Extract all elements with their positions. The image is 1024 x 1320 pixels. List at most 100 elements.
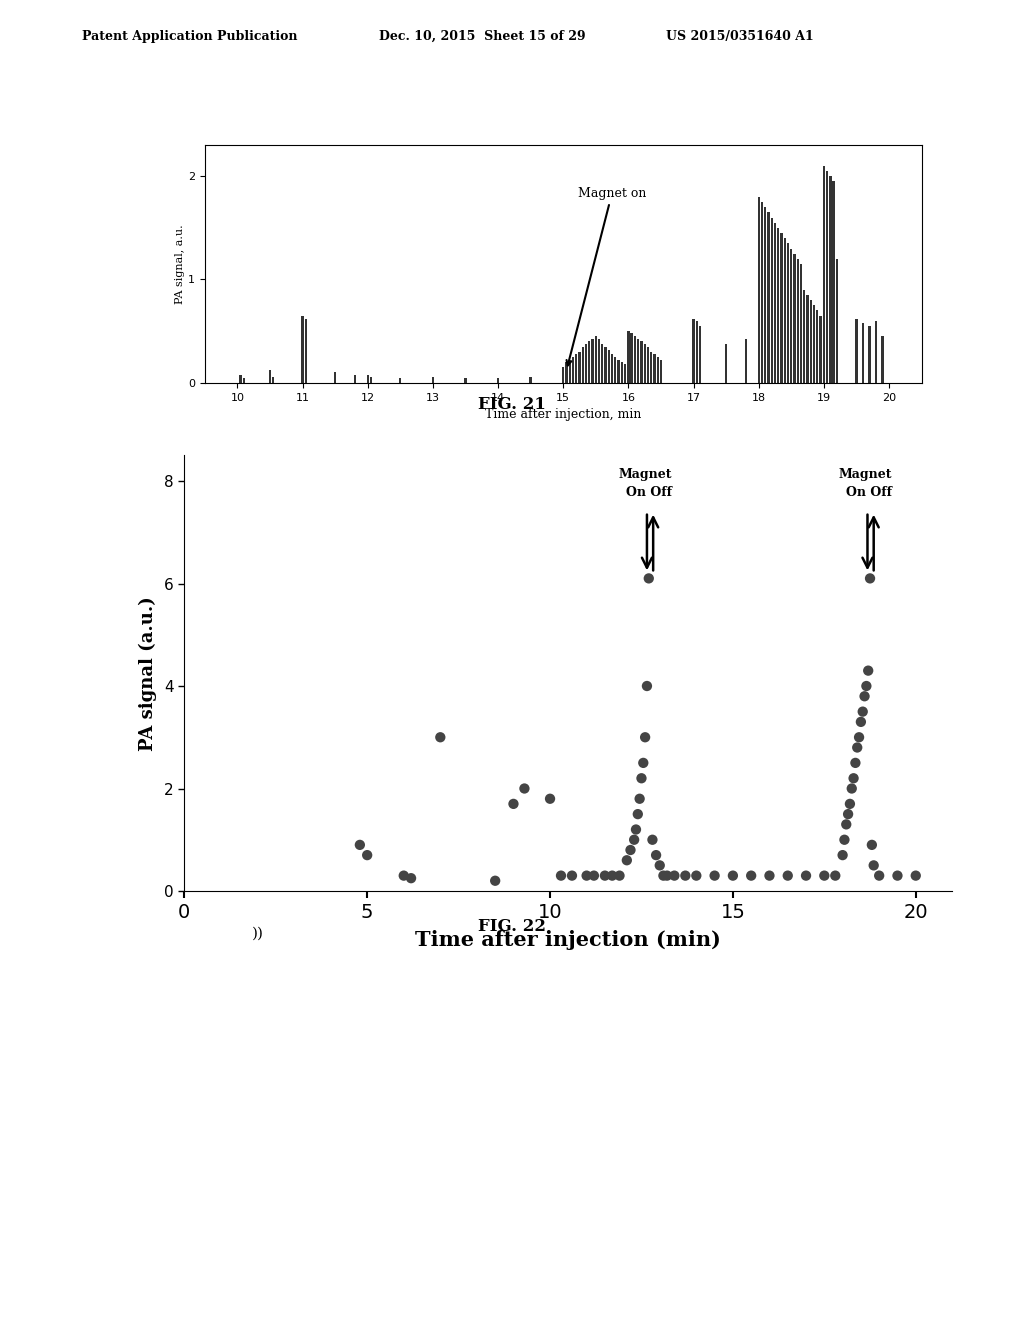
Bar (575, 354, 578, 383)
Bar (833, 181, 835, 383)
Bar (571, 356, 574, 383)
Bar (791, 248, 793, 383)
Bar (592, 339, 594, 383)
Point (623, 840, 639, 861)
Bar (607, 350, 610, 383)
Bar (565, 362, 567, 383)
Bar (868, 326, 870, 383)
Bar (783, 238, 785, 383)
Bar (836, 259, 838, 383)
Bar (243, 378, 245, 383)
Point (858, 676, 874, 697)
Point (865, 855, 882, 876)
Bar (826, 172, 828, 383)
Point (635, 752, 651, 774)
Bar (611, 354, 613, 383)
Point (853, 711, 869, 733)
Point (516, 777, 532, 799)
Point (854, 701, 870, 722)
Bar (855, 318, 857, 383)
Point (626, 829, 642, 850)
Point (707, 865, 723, 886)
Point (632, 788, 648, 809)
Bar (624, 364, 627, 383)
Point (743, 865, 760, 886)
Bar (659, 360, 663, 383)
Point (630, 804, 646, 825)
Point (838, 814, 854, 836)
Point (611, 865, 628, 886)
Bar (813, 305, 815, 383)
Point (597, 865, 613, 886)
Bar (822, 166, 825, 383)
Bar (562, 367, 564, 383)
Point (849, 737, 865, 758)
Point (639, 676, 655, 697)
Point (856, 685, 872, 706)
Bar (780, 234, 782, 383)
Bar (643, 343, 646, 383)
Point (641, 568, 657, 589)
Bar (794, 253, 796, 383)
Bar (771, 218, 773, 383)
Point (907, 865, 924, 886)
Bar (588, 342, 591, 383)
Bar (761, 202, 763, 383)
Point (655, 865, 672, 886)
Text: FIG. 22: FIG. 22 (478, 917, 546, 935)
Bar (464, 378, 467, 383)
Bar (568, 360, 570, 383)
Point (579, 865, 595, 886)
Point (779, 865, 796, 886)
Point (564, 865, 581, 886)
Bar (786, 243, 790, 383)
Point (846, 768, 862, 789)
Bar (631, 333, 633, 383)
Point (651, 855, 668, 876)
Point (844, 777, 860, 799)
Bar (692, 318, 694, 383)
Bar (800, 264, 802, 383)
Bar (601, 343, 603, 383)
Point (586, 865, 602, 886)
Point (628, 818, 644, 840)
Point (402, 867, 419, 888)
Text: Patent Application Publication: Patent Application Publication (82, 29, 297, 42)
Point (351, 834, 368, 855)
Bar (862, 323, 864, 383)
Point (553, 865, 569, 886)
Bar (777, 228, 779, 383)
Point (847, 752, 863, 774)
Bar (819, 315, 821, 383)
Bar (874, 321, 878, 383)
Bar (334, 372, 336, 383)
Bar (640, 342, 642, 383)
Bar (656, 356, 658, 383)
Point (871, 865, 888, 886)
Bar (882, 337, 884, 383)
Text: US 2015/0351640 A1: US 2015/0351640 A1 (666, 29, 813, 42)
Bar (432, 376, 434, 383)
Bar (774, 223, 776, 383)
Bar (497, 378, 499, 383)
Bar (305, 318, 307, 383)
Point (604, 865, 621, 886)
Bar (634, 337, 636, 383)
Point (860, 660, 877, 681)
Point (851, 727, 867, 748)
Point (889, 865, 905, 886)
Bar (767, 213, 770, 383)
Point (725, 865, 741, 886)
Point (827, 865, 844, 886)
Y-axis label: PA signal (a.u.): PA signal (a.u.) (139, 595, 158, 751)
Bar (744, 339, 746, 383)
Bar (621, 362, 623, 383)
Bar (764, 207, 766, 383)
Point (667, 865, 683, 886)
Point (658, 865, 675, 886)
Bar (807, 294, 809, 383)
Bar (695, 321, 698, 383)
Bar (614, 356, 616, 383)
Point (862, 568, 879, 589)
Bar (399, 378, 401, 383)
